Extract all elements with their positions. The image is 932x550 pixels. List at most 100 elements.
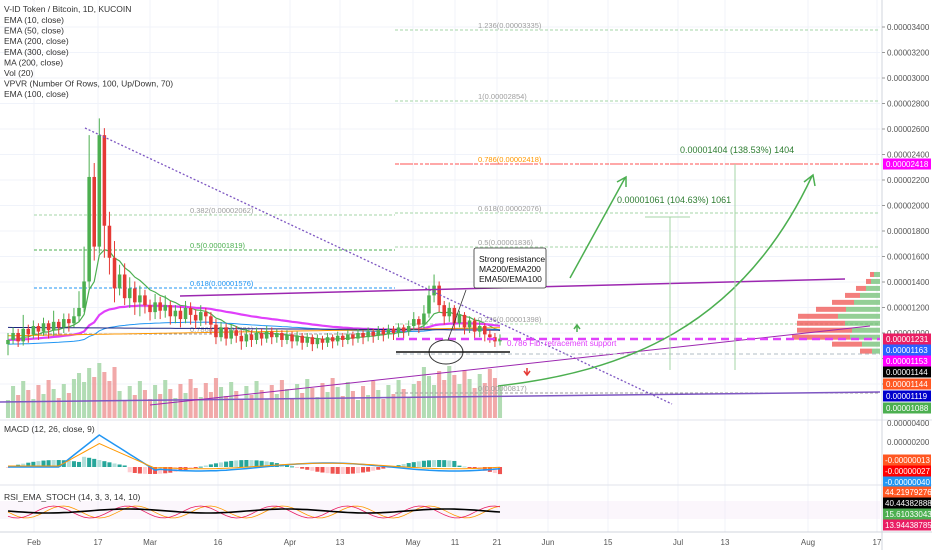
volume-bar — [51, 389, 56, 418]
macd-histogram-bar — [325, 467, 330, 474]
small-down-arrow — [523, 368, 531, 377]
volume-bar — [457, 384, 462, 418]
macd-histogram-bar — [208, 464, 213, 467]
macd-line — [8, 434, 501, 472]
fib-level-label: 0.786(0.00002418) — [478, 155, 542, 164]
candle-body — [472, 320, 477, 332]
price-tag-label: 0.00001119 — [886, 392, 928, 401]
macd-histogram-bar — [173, 467, 178, 472]
macd-histogram-bar — [102, 461, 107, 467]
rsi-tag-label: 15.61033043 — [885, 510, 932, 519]
candle-body — [290, 334, 294, 342]
macd-histogram-bar — [421, 460, 426, 467]
macd-histogram-bar — [21, 463, 26, 467]
candle-body — [467, 320, 472, 328]
candle-body — [46, 323, 51, 331]
volume-bar — [396, 380, 401, 418]
macd-tag-box — [883, 465, 931, 477]
macd-tag-label: -0.00000040 — [885, 478, 930, 487]
volume-bar — [87, 368, 92, 418]
fib-support-label: 0.786 Fib. retracement support — [507, 339, 617, 348]
macd-histogram-bar — [284, 465, 289, 467]
up-arrow-1-head — [616, 175, 627, 187]
macd-histogram-bar — [300, 467, 305, 469]
ma-200-line — [7, 326, 500, 331]
macd-histogram-bar — [219, 462, 224, 467]
volume-bar — [168, 389, 173, 418]
candle-body — [158, 302, 162, 311]
resistance-callout-text: Strong resistance — [479, 254, 545, 264]
indicator-legend-item: VPVR (Number Of Rows, 100, Up/Down, 70) — [4, 79, 173, 89]
volume-bar — [482, 383, 487, 418]
volume-bar — [492, 378, 497, 418]
candle-body — [330, 337, 335, 342]
macd-histogram-bar — [371, 467, 376, 471]
volume-bar — [163, 380, 168, 418]
fib-level-label: 0.5(0.00001836) — [478, 238, 534, 247]
macd-histogram-bar — [127, 467, 132, 473]
candle-body — [244, 334, 249, 342]
macd-histogram-bar — [305, 467, 310, 470]
vpvr-up-bar — [838, 313, 880, 319]
macd-histogram-bar — [376, 467, 381, 470]
support-line — [0, 391, 881, 403]
candle-body — [427, 295, 431, 314]
macd-histogram-bar — [97, 460, 102, 467]
volume-bar — [249, 395, 254, 418]
macd-histogram-bar — [381, 467, 386, 469]
candle-body — [92, 176, 97, 247]
volume-bar — [178, 384, 183, 418]
volume-bar — [5, 400, 11, 418]
vpvr-up-bar — [860, 292, 880, 298]
price-tick-label: 0.00001600 — [887, 253, 930, 262]
macd-histogram-bar — [350, 467, 355, 474]
volume-bar — [295, 384, 300, 418]
price-tick-label: 0.00002400 — [887, 151, 930, 160]
macd-histogram-bar — [457, 465, 462, 467]
resistance-callout-text: MA200/EMA200 — [479, 264, 541, 274]
volume-bar — [92, 377, 97, 418]
candle-body — [371, 331, 375, 336]
macd-histogram-bar — [46, 460, 51, 467]
fib-level-label: 0.382(0.00002062) — [190, 206, 254, 215]
volume-bar — [406, 398, 411, 418]
candle-body — [381, 330, 386, 335]
candle-body — [72, 316, 76, 324]
volume-bar — [66, 393, 71, 418]
macd-histogram-bar — [269, 462, 274, 467]
candle-body — [457, 314, 462, 324]
candle-body — [376, 330, 381, 336]
candle-body — [249, 334, 254, 340]
candle-body — [417, 319, 421, 325]
macd-histogram-bar — [36, 461, 41, 467]
volume-bar — [421, 367, 426, 418]
volume-bar — [467, 379, 472, 418]
macd-histogram-bar — [193, 467, 198, 468]
time-tick-label: Mar — [143, 538, 157, 547]
volume-bar — [198, 397, 203, 418]
macd-histogram-bar — [340, 467, 345, 474]
price-tick-label: 0.00001200 — [887, 304, 930, 313]
macd-histogram-bar — [188, 467, 193, 469]
target1-label: 0.00001061 (104.63%) 1061 — [617, 195, 731, 205]
macd-histogram-bar — [452, 460, 457, 467]
macd-histogram-bar — [234, 460, 239, 467]
volume-bar — [142, 390, 147, 418]
vpvr-up-bar — [866, 285, 880, 291]
fib-level-label: 0.618(0.00002076) — [478, 204, 542, 213]
volume-bar — [239, 400, 244, 418]
macd-histogram-bar — [87, 457, 92, 467]
time-tick-label: 17 — [873, 538, 882, 547]
chart-title: V-ID Token / Bitcoin, 1D, KUCOIN — [4, 4, 131, 14]
volume-bar — [386, 385, 391, 418]
candle-body — [51, 321, 56, 331]
candle-body — [138, 295, 142, 303]
candle-body — [209, 316, 213, 325]
macd-histogram-bar — [295, 467, 300, 468]
macd-histogram-bar — [345, 467, 350, 474]
macd-histogram-bar — [355, 467, 361, 474]
candle-body — [31, 326, 36, 335]
vpvr-down-bar — [792, 334, 850, 340]
price-tick-label: 0.00003200 — [887, 49, 930, 58]
